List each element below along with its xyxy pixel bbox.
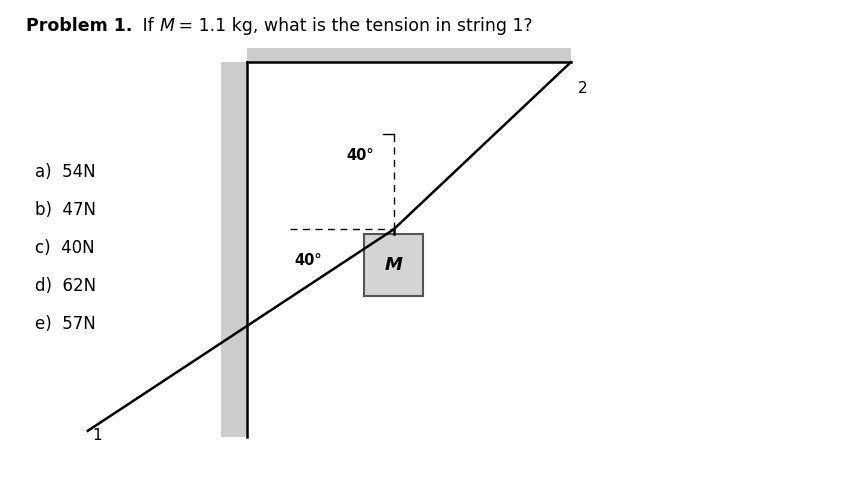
Text: 40°: 40° <box>346 148 374 163</box>
Text: M: M <box>160 17 175 35</box>
Bar <box>364 234 423 296</box>
Bar <box>221 62 247 437</box>
Text: If: If <box>137 17 159 35</box>
Text: M: M <box>385 256 402 274</box>
Text: a)  54N: a) 54N <box>35 163 95 181</box>
Text: d)  62N: d) 62N <box>35 277 96 295</box>
Text: e)  57N: e) 57N <box>35 315 95 334</box>
Text: Problem 1.: Problem 1. <box>26 17 132 35</box>
Text: 2: 2 <box>578 81 587 96</box>
Text: c)  40N: c) 40N <box>35 239 94 257</box>
Text: 40°: 40° <box>294 253 322 268</box>
Text: 1: 1 <box>92 428 102 444</box>
Text: = 1.1 kg, what is the tension in string 1?: = 1.1 kg, what is the tension in string … <box>173 17 533 35</box>
Text: b)  47N: b) 47N <box>35 201 96 219</box>
Bar <box>247 48 571 62</box>
